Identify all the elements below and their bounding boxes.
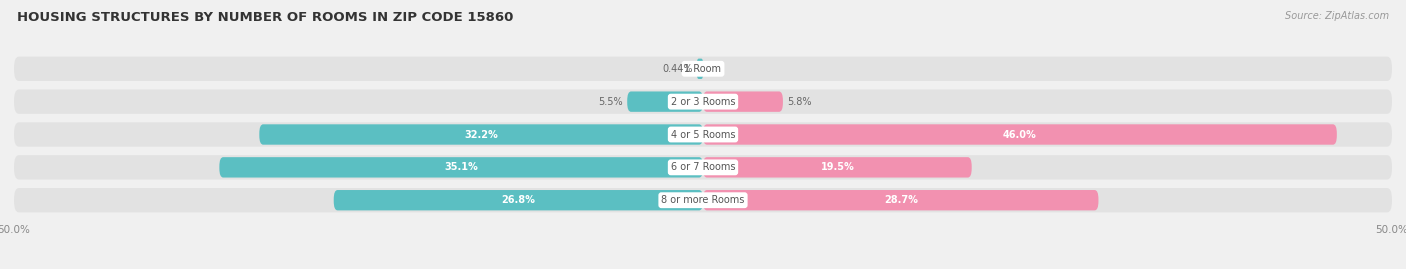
Text: 28.7%: 28.7% (884, 195, 918, 205)
Text: 26.8%: 26.8% (502, 195, 536, 205)
FancyBboxPatch shape (14, 122, 1392, 147)
Text: 32.2%: 32.2% (464, 129, 498, 140)
FancyBboxPatch shape (219, 157, 703, 178)
FancyBboxPatch shape (14, 90, 1392, 114)
FancyBboxPatch shape (703, 157, 972, 178)
Text: 19.5%: 19.5% (821, 162, 855, 172)
Text: 8 or more Rooms: 8 or more Rooms (661, 195, 745, 205)
Text: 35.1%: 35.1% (444, 162, 478, 172)
Text: 5.5%: 5.5% (599, 97, 623, 107)
Text: 0.44%: 0.44% (662, 64, 693, 74)
Text: 2 or 3 Rooms: 2 or 3 Rooms (671, 97, 735, 107)
FancyBboxPatch shape (703, 91, 783, 112)
Text: 4 or 5 Rooms: 4 or 5 Rooms (671, 129, 735, 140)
Text: Source: ZipAtlas.com: Source: ZipAtlas.com (1285, 11, 1389, 21)
FancyBboxPatch shape (697, 59, 703, 79)
Text: HOUSING STRUCTURES BY NUMBER OF ROOMS IN ZIP CODE 15860: HOUSING STRUCTURES BY NUMBER OF ROOMS IN… (17, 11, 513, 24)
FancyBboxPatch shape (703, 124, 1337, 145)
Text: 1 Room: 1 Room (685, 64, 721, 74)
FancyBboxPatch shape (627, 91, 703, 112)
FancyBboxPatch shape (14, 155, 1392, 179)
FancyBboxPatch shape (259, 124, 703, 145)
FancyBboxPatch shape (14, 188, 1392, 212)
Text: 5.8%: 5.8% (787, 97, 811, 107)
Text: 6 or 7 Rooms: 6 or 7 Rooms (671, 162, 735, 172)
FancyBboxPatch shape (14, 57, 1392, 81)
FancyBboxPatch shape (333, 190, 703, 210)
Text: 46.0%: 46.0% (1002, 129, 1036, 140)
FancyBboxPatch shape (703, 190, 1098, 210)
